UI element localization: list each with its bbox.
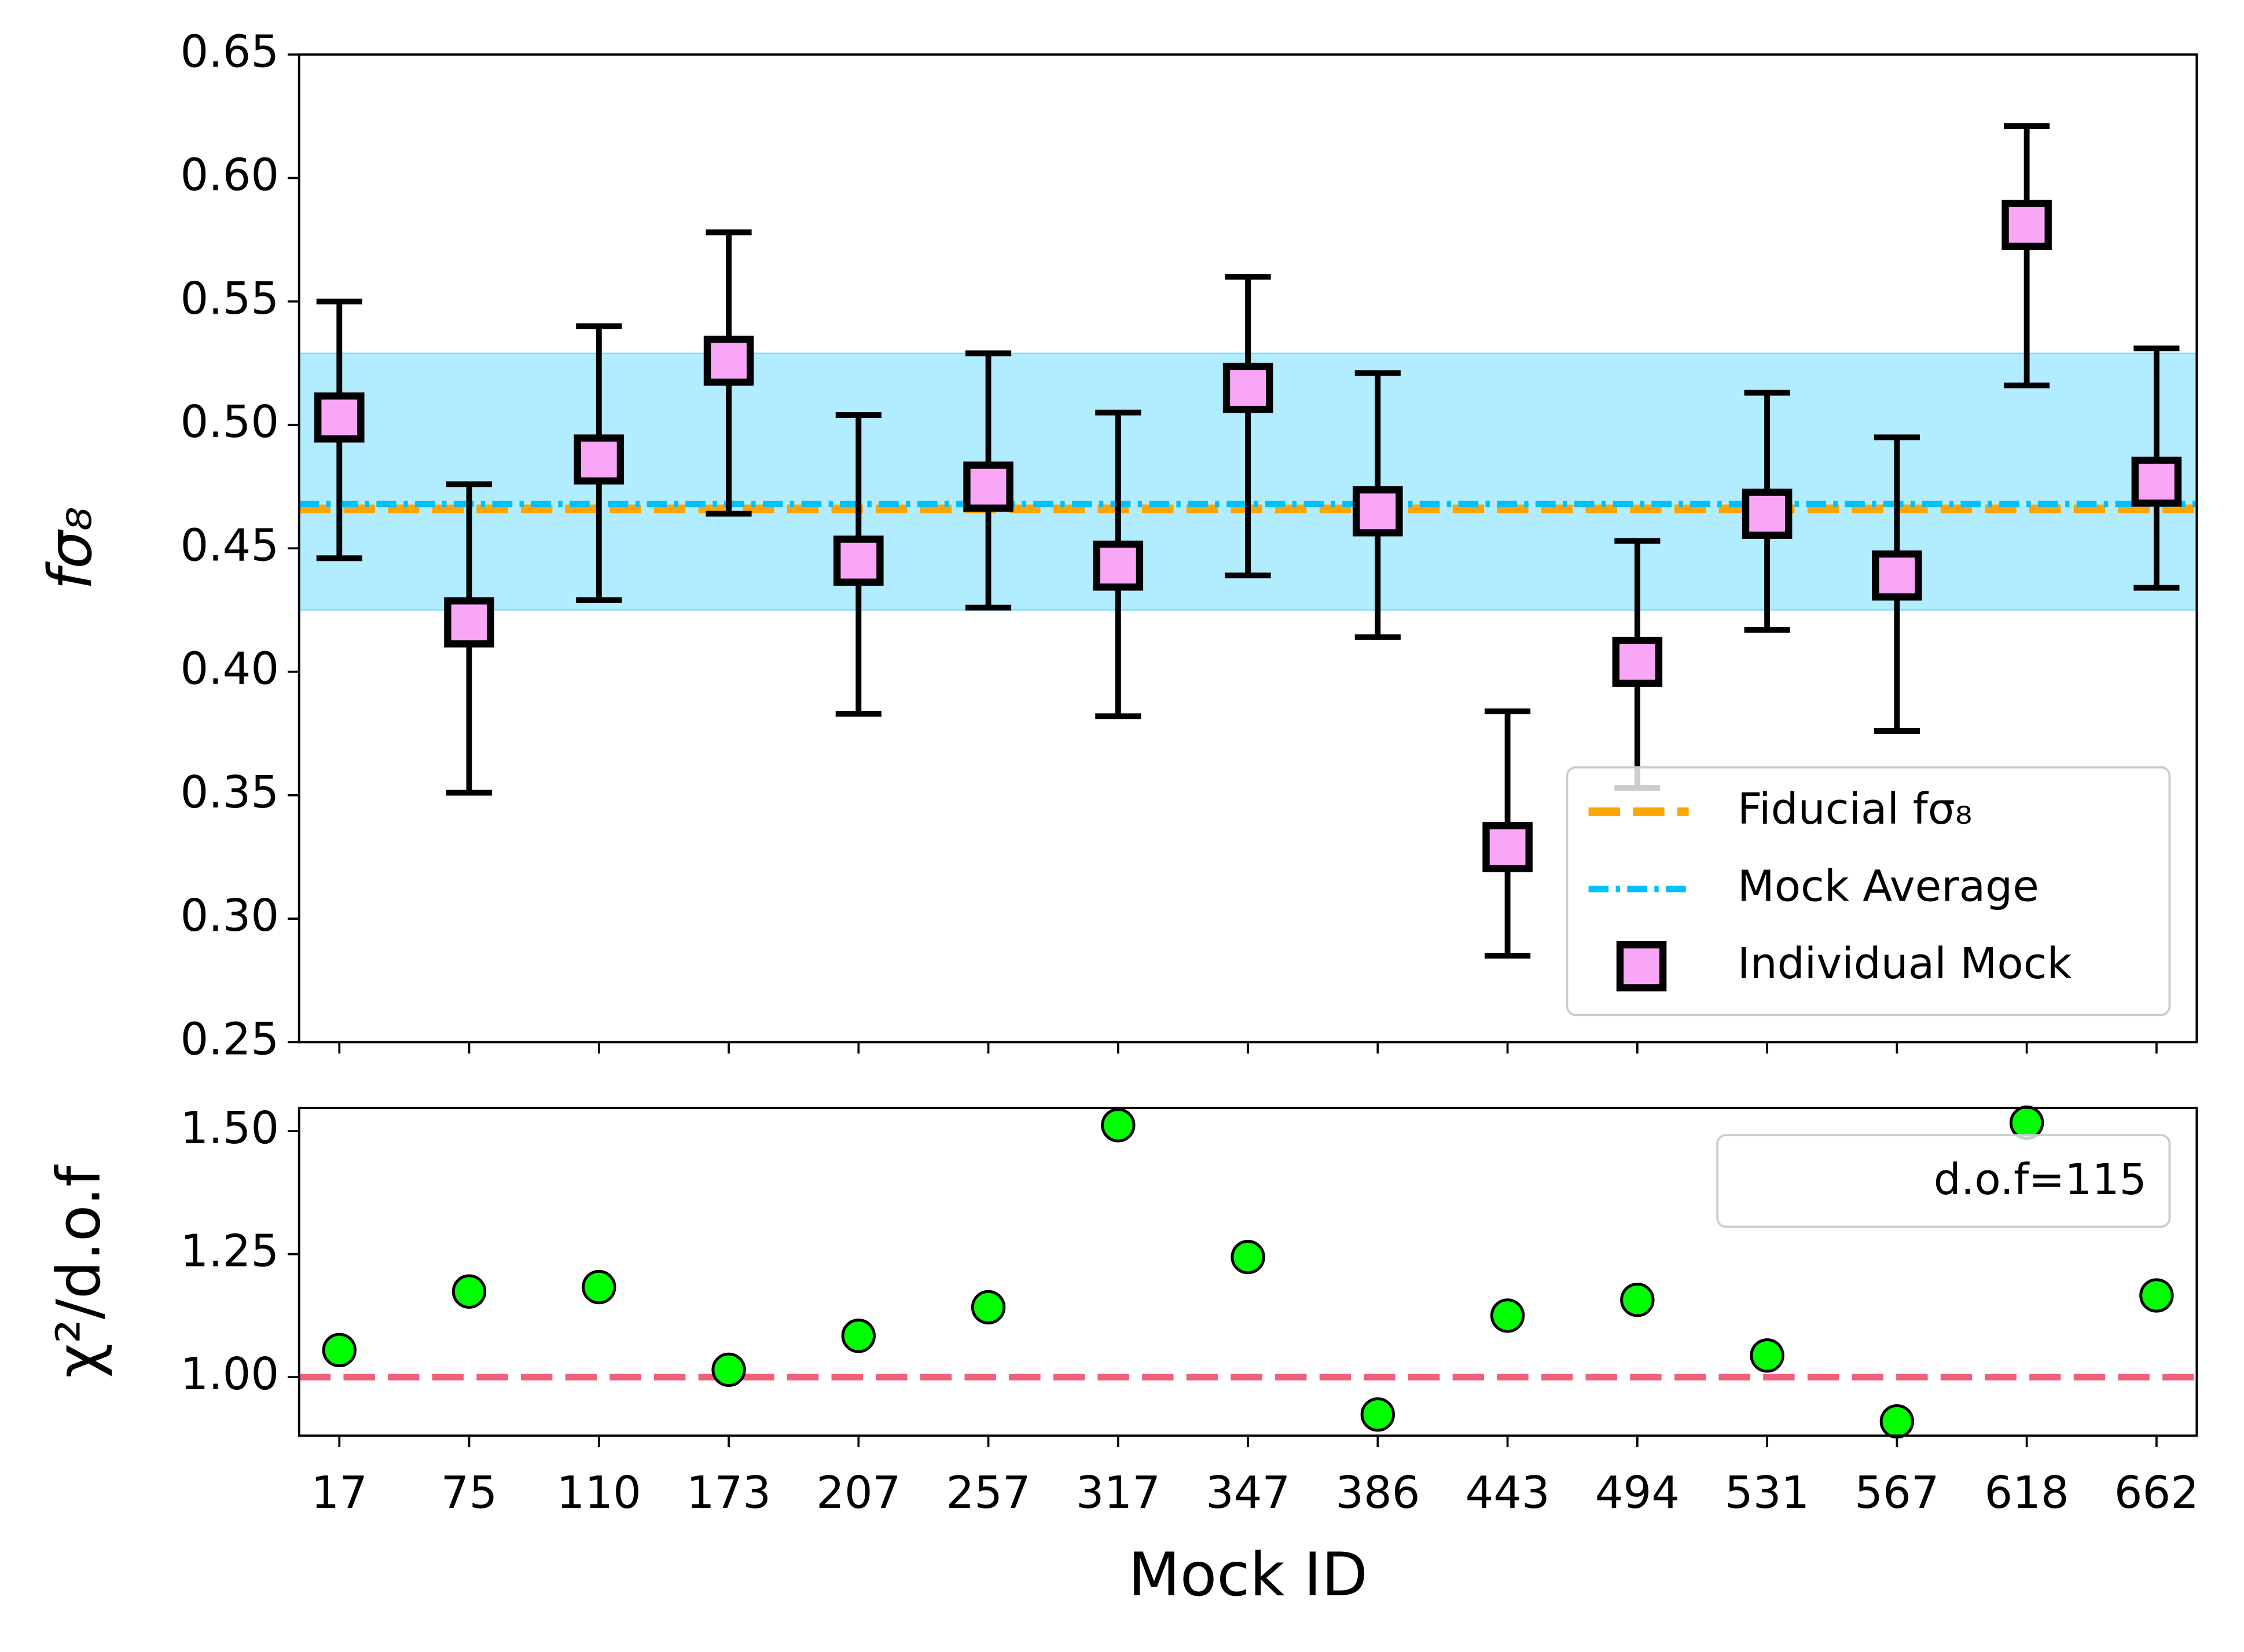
marker [2131, 456, 2182, 507]
marker [833, 535, 884, 586]
marker [1222, 362, 1273, 413]
marker [2139, 1278, 2174, 1313]
marker [1231, 1240, 1265, 1275]
marker [322, 1332, 357, 1368]
x-axis-label: Mock ID [1128, 1540, 1368, 1610]
x-tick-label: 75 [441, 1467, 498, 1519]
y-tick-label: 0.40 [181, 644, 280, 695]
x-tick-label: 567 [1854, 1467, 1939, 1519]
legend-box [1566, 766, 2171, 1016]
marker [1482, 822, 1533, 872]
x-tick-label: 386 [1335, 1467, 1420, 1519]
y-tick-label: 0.55 [181, 273, 280, 325]
x-tick-label: 347 [1206, 1467, 1290, 1519]
x-tick-label: 662 [2114, 1467, 2199, 1519]
marker [582, 1269, 616, 1305]
legend-swatch [1616, 941, 1667, 992]
y-tick-label: 0.45 [181, 520, 280, 571]
y-tick-label: 0.50 [181, 397, 280, 448]
x-tick-label: 443 [1465, 1467, 1549, 1519]
marker [971, 1290, 1006, 1325]
marker [1879, 1404, 1915, 1439]
y-tick-label: 1.00 [181, 1349, 280, 1400]
marker [314, 392, 365, 443]
marker [1360, 1397, 1395, 1432]
x-tick-label: 257 [946, 1467, 1030, 1519]
marker [841, 1319, 876, 1353]
legend-label: Mock Average [1738, 861, 2039, 911]
annotation: d.o.f=115 [1934, 1155, 2147, 1205]
y-tick-label: 1.50 [181, 1103, 280, 1154]
marker [703, 335, 754, 386]
x-tick-label: 317 [1076, 1467, 1160, 1519]
legend-label: Fiducial fσ₈ [1738, 784, 1973, 834]
x-tick-label: 17 [311, 1467, 368, 1519]
x-tick-label: 618 [1984, 1467, 2069, 1519]
annotation-box [1716, 1134, 2171, 1228]
x-tick-label: 173 [686, 1467, 771, 1519]
marker [2009, 1105, 2044, 1140]
y-tick-label: 0.60 [181, 150, 280, 201]
marker [1093, 540, 1144, 591]
y-tick-label: 0.25 [181, 1014, 280, 1065]
y-tick-label: 0.35 [181, 767, 280, 818]
marker [1872, 550, 1922, 601]
marker [1750, 1338, 1784, 1373]
axes-frame [298, 53, 2198, 1044]
y-tick-label: 0.30 [181, 890, 280, 942]
y-axis-label: fσ₈ [36, 506, 105, 590]
marker [574, 434, 625, 485]
marker [444, 597, 494, 648]
marker [1612, 637, 1663, 687]
marker [1620, 1282, 1655, 1317]
x-tick-label: 531 [1725, 1467, 1809, 1519]
marker [1490, 1298, 1525, 1333]
x-tick-label: 110 [557, 1467, 641, 1519]
legend-label: Individual Mock [1738, 939, 2072, 989]
y-axis-label: χ²/d.o.f [45, 1164, 114, 1378]
marker [1101, 1108, 1136, 1143]
marker [963, 461, 1013, 512]
marker [451, 1274, 487, 1309]
marker [711, 1352, 746, 1387]
y-tick-label: 0.65 [181, 26, 280, 78]
x-tick-label: 494 [1595, 1467, 1680, 1519]
marker [2001, 200, 2052, 250]
y-tick-label: 1.25 [181, 1226, 280, 1277]
axes-frame [298, 1107, 2198, 1437]
marker [1353, 486, 1403, 537]
marker [1742, 489, 1793, 539]
x-tick-label: 207 [816, 1467, 901, 1519]
